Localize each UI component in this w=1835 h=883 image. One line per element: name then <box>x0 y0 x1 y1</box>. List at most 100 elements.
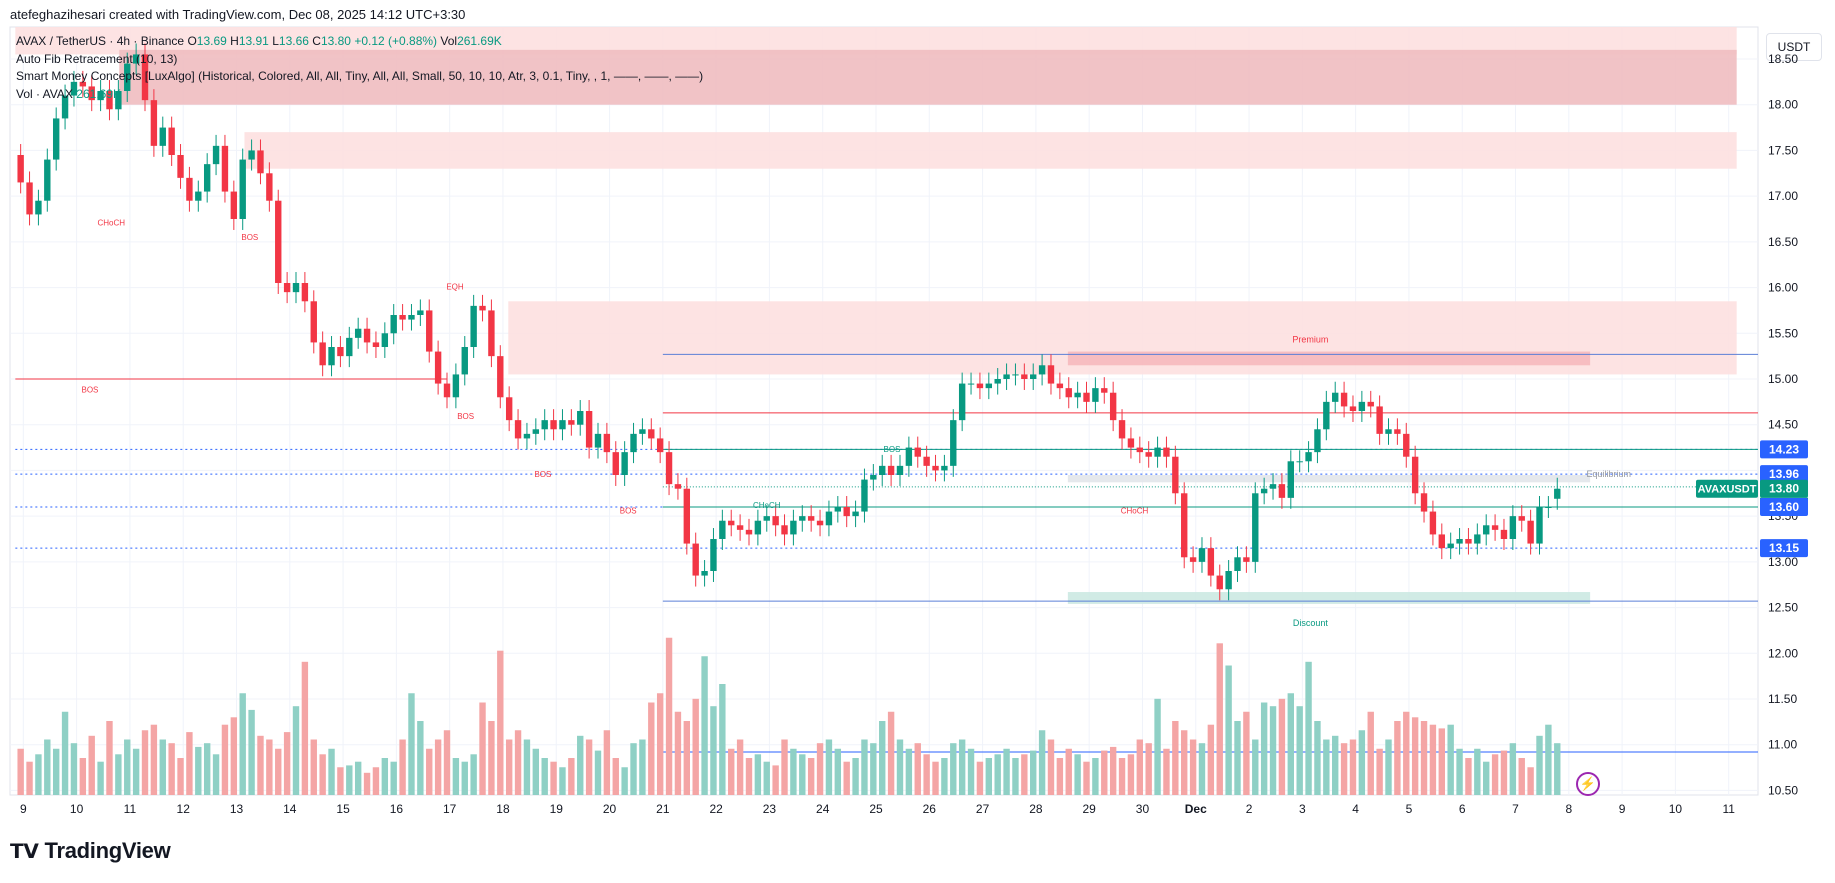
y-tick-label: 13.00 <box>1768 555 1798 569</box>
volume-bar <box>1003 748 1010 795</box>
candle-body <box>550 420 557 430</box>
candle-body <box>44 159 51 201</box>
x-tick-label: 9 <box>1619 802 1626 816</box>
indicator-smc[interactable]: Smart Money Concepts [LuxAlgo] (Historic… <box>16 69 704 84</box>
volume-bar <box>728 748 735 795</box>
indicator-volume[interactable]: Vol · AVAX 261.69K <box>16 86 703 104</box>
candle-body <box>381 333 389 347</box>
volume-bar <box>1127 754 1135 795</box>
candle-body <box>1456 539 1463 544</box>
y-tick-label: 10.50 <box>1768 783 1798 797</box>
smc-label: EQH <box>446 282 464 291</box>
volume-bar <box>35 754 42 795</box>
volume-bar <box>745 758 753 795</box>
volume-bar <box>1047 739 1055 795</box>
x-tick-label: 27 <box>976 802 990 816</box>
y-tick-label: 16.00 <box>1768 281 1798 295</box>
volume-bar <box>239 693 246 795</box>
symbol-title[interactable]: AVAX / TetherUS · 4h · Binance <box>16 34 185 48</box>
volume-bar <box>790 748 797 795</box>
candle-body <box>346 337 353 357</box>
volume-bar <box>1021 754 1028 795</box>
volume-bar <box>870 743 877 795</box>
candle-body <box>275 200 282 283</box>
volume-bar <box>577 735 584 795</box>
smc-zone-supply-zone <box>244 132 1737 169</box>
volume-bar <box>124 739 131 795</box>
volume-bar <box>292 706 300 795</box>
symbol-row[interactable]: AVAX / TetherUS · 4h · Binance O13.69 H1… <box>16 33 703 51</box>
candle-body <box>266 173 273 201</box>
smc-zone-equilibrium <box>1067 475 1591 483</box>
volume-bar <box>195 746 202 795</box>
candle-body <box>470 305 477 347</box>
candle-body <box>1243 557 1250 562</box>
ticker-label: AVAXUSDT <box>1698 484 1757 496</box>
volume-bar <box>26 761 33 795</box>
candle-body <box>390 315 397 334</box>
volume-bar <box>1465 758 1472 795</box>
volume-bar <box>932 761 939 795</box>
volume-bar <box>1154 698 1161 795</box>
candle-body <box>692 543 699 576</box>
volume-bar <box>612 758 619 795</box>
candle-body <box>879 465 886 475</box>
volume-bar <box>275 748 282 795</box>
candle-body <box>488 310 495 357</box>
x-tick-label: 11 <box>1722 802 1735 816</box>
volume-bar <box>879 721 886 795</box>
candle-body <box>452 374 460 398</box>
candle-body <box>328 347 335 366</box>
volume-bar <box>479 702 486 795</box>
volume-bar <box>896 739 904 795</box>
candle-body <box>1491 525 1499 530</box>
candle-body <box>1376 406 1383 434</box>
candle-body <box>1296 461 1303 463</box>
smc-label: CHoCH <box>753 501 781 510</box>
volume-bar <box>470 754 477 795</box>
volume-bar <box>70 743 78 795</box>
currency-button[interactable]: USDT <box>1766 33 1822 61</box>
candle-body <box>1278 484 1286 498</box>
price-label: 13.60 <box>1769 500 1799 514</box>
lightning-icon[interactable]: ⚡ <box>1576 772 1600 796</box>
candle-body <box>594 433 602 448</box>
candle-body <box>150 100 158 146</box>
candle-body <box>292 283 300 293</box>
volume-bar <box>1438 728 1445 795</box>
candle-body <box>505 397 513 421</box>
tradingview-logo[interactable]: 𝗧𝗩 TradingView <box>10 838 171 864</box>
y-tick-label: 12.00 <box>1768 646 1798 660</box>
volume-bar <box>141 730 149 795</box>
candle-body <box>1136 447 1144 453</box>
ohlc-vol-label: Vol <box>440 34 458 48</box>
candle-body <box>1385 429 1392 434</box>
volume-bar <box>79 758 87 795</box>
candle-body <box>1483 525 1490 535</box>
candle-body <box>967 383 975 385</box>
candle-body <box>1554 488 1561 499</box>
x-tick-label: 10 <box>70 802 84 816</box>
indicator-fib[interactable]: Auto Fib Retracement (10, 13) <box>16 51 178 66</box>
volume-bar <box>887 711 895 795</box>
volume-bar <box>781 739 788 795</box>
x-tick-label: 26 <box>923 802 937 816</box>
volume-bar <box>843 761 850 795</box>
volume-bar <box>230 717 238 795</box>
volume-bar <box>710 706 717 795</box>
y-tick-label: 12.50 <box>1768 601 1798 615</box>
volume-bar <box>772 765 779 795</box>
candle-body <box>958 383 966 421</box>
candle-body <box>203 164 211 192</box>
candle-body <box>1198 548 1206 562</box>
candle-body <box>1127 438 1135 448</box>
smc-label: BOS <box>241 233 258 242</box>
candle-body <box>834 507 842 512</box>
x-tick-label: 11 <box>124 802 137 816</box>
volume-bar <box>186 732 193 795</box>
candle-body <box>701 571 708 576</box>
volume-bar <box>1474 748 1481 795</box>
candle-body <box>354 328 362 338</box>
volume-bar <box>52 748 60 795</box>
